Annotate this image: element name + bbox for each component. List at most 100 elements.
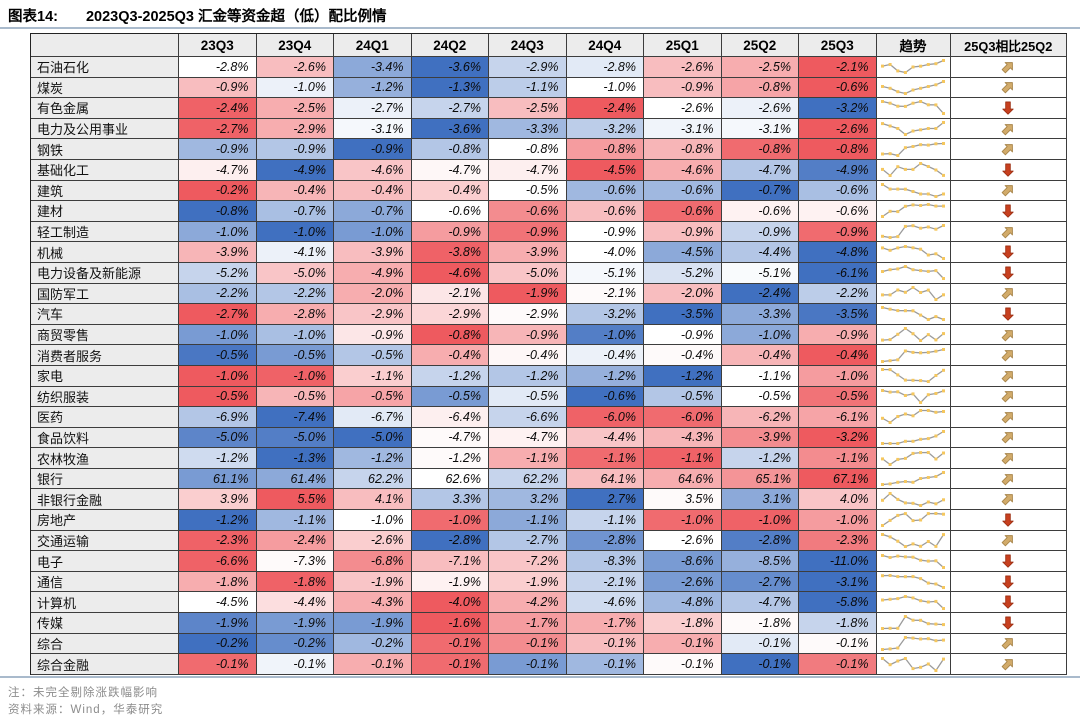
trend-sparkline-icon bbox=[881, 574, 945, 590]
value-cell: -0.1% bbox=[799, 654, 877, 675]
value-cell: -2.8% bbox=[566, 57, 644, 78]
value-cell: -1.0% bbox=[256, 324, 334, 346]
value-cell: -4.6% bbox=[566, 592, 644, 614]
value-cell: -8.6% bbox=[644, 551, 722, 572]
row-label: 有色金属 bbox=[31, 98, 179, 119]
value-cell: 61.1% bbox=[179, 468, 257, 490]
value-cell: -2.2% bbox=[799, 283, 877, 305]
trend-sparkline-icon bbox=[881, 532, 945, 548]
value-cell: -4.7% bbox=[721, 592, 799, 614]
value-cell: -2.7% bbox=[489, 530, 567, 552]
trend-cell bbox=[876, 118, 951, 140]
value-cell: -1.2% bbox=[489, 365, 567, 387]
arrow-up-right-icon bbox=[1001, 61, 1014, 74]
value-cell: -0.4% bbox=[411, 345, 489, 366]
arrow-down-icon bbox=[1002, 101, 1014, 115]
arrow-down-icon bbox=[1002, 245, 1014, 259]
value-cell: -1.9% bbox=[256, 613, 334, 634]
value-cell: -0.6% bbox=[566, 386, 644, 408]
value-cell: -0.5% bbox=[489, 180, 567, 202]
value-cell: -3.9% bbox=[334, 242, 412, 263]
trend-cell bbox=[876, 489, 951, 511]
trend-sparkline-icon bbox=[881, 388, 945, 404]
value-cell: -1.2% bbox=[721, 448, 799, 469]
value-cell: -4.7% bbox=[721, 159, 799, 181]
value-cell: -2.4% bbox=[721, 283, 799, 305]
trend-cell bbox=[876, 510, 951, 531]
value-cell: -0.1% bbox=[644, 654, 722, 675]
value-cell: -3.1% bbox=[799, 571, 877, 593]
value-cell: -1.2% bbox=[644, 365, 722, 387]
column-header: 23Q3 bbox=[179, 34, 257, 57]
value-cell: -1.9% bbox=[489, 283, 567, 305]
value-cell: 67.1% bbox=[799, 468, 877, 490]
value-cell: -1.0% bbox=[334, 221, 412, 243]
value-cell: -4.5% bbox=[566, 159, 644, 181]
value-cell: -0.1% bbox=[411, 633, 489, 655]
value-cell: -5.0% bbox=[334, 427, 412, 449]
value-cell: 65.1% bbox=[721, 468, 799, 490]
value-cell: -0.5% bbox=[799, 386, 877, 408]
row-label: 国防军工 bbox=[31, 283, 179, 305]
arrow-up-right-icon bbox=[1001, 329, 1014, 341]
value-cell: -0.5% bbox=[256, 386, 334, 408]
column-header: 24Q4 bbox=[566, 34, 644, 57]
value-cell: 2.7% bbox=[566, 489, 644, 511]
value-cell: -3.6% bbox=[411, 118, 489, 140]
trend-sparkline-icon bbox=[881, 182, 945, 198]
value-cell: -6.2% bbox=[721, 407, 799, 428]
value-cell: -4.9% bbox=[256, 159, 334, 181]
arrow-down-icon bbox=[1002, 575, 1014, 589]
trend-sparkline-icon bbox=[881, 512, 945, 528]
change-cell bbox=[950, 242, 1067, 263]
value-cell: -0.1% bbox=[644, 633, 722, 655]
value-cell: -1.2% bbox=[411, 365, 489, 387]
arrow-up-right-icon bbox=[1001, 185, 1014, 197]
value-cell: -0.4% bbox=[566, 345, 644, 366]
value-cell: -0.4% bbox=[489, 345, 567, 366]
value-cell: -6.7% bbox=[334, 407, 412, 428]
value-cell: -0.5% bbox=[179, 345, 257, 366]
row-label: 房地产 bbox=[31, 510, 179, 531]
trend-cell bbox=[876, 592, 951, 614]
trend-sparkline-icon bbox=[881, 491, 945, 507]
arrow-up-right-icon bbox=[1001, 535, 1014, 547]
value-cell: -1.2% bbox=[334, 77, 412, 99]
row-label: 家电 bbox=[31, 365, 179, 387]
row-label: 石油石化 bbox=[31, 57, 179, 78]
change-cell bbox=[950, 139, 1067, 160]
row-label: 通信 bbox=[31, 571, 179, 593]
value-cell: -6.6% bbox=[179, 551, 257, 572]
value-cell: -0.1% bbox=[334, 654, 412, 675]
value-cell: -2.6% bbox=[644, 530, 722, 552]
value-cell: -11.0% bbox=[799, 551, 877, 572]
value-cell: -2.8% bbox=[411, 530, 489, 552]
value-cell: -4.3% bbox=[644, 427, 722, 449]
trend-sparkline-icon bbox=[881, 368, 945, 384]
value-cell: -0.8% bbox=[489, 139, 567, 160]
value-cell: -0.7% bbox=[721, 180, 799, 202]
value-cell: -0.9% bbox=[489, 324, 567, 346]
trend-cell bbox=[876, 221, 951, 243]
value-cell: -0.6% bbox=[489, 201, 567, 222]
arrow-up-right-icon bbox=[1001, 473, 1014, 485]
value-cell: -4.7% bbox=[411, 427, 489, 449]
change-cell bbox=[950, 98, 1067, 119]
value-cell: -4.7% bbox=[489, 427, 567, 449]
arrow-up-right-icon bbox=[1001, 411, 1014, 424]
change-cell bbox=[950, 283, 1067, 305]
value-cell: -2.6% bbox=[799, 118, 877, 140]
value-cell: -1.1% bbox=[644, 448, 722, 469]
value-cell: -1.0% bbox=[721, 324, 799, 346]
value-cell: -2.2% bbox=[256, 283, 334, 305]
value-cell: -1.2% bbox=[179, 510, 257, 531]
change-cell bbox=[950, 365, 1067, 387]
change-cell bbox=[950, 633, 1067, 655]
column-header: 25Q2 bbox=[721, 34, 799, 57]
value-cell: -0.8% bbox=[411, 139, 489, 160]
value-cell: -3.3% bbox=[721, 304, 799, 325]
value-cell: -4.7% bbox=[179, 159, 257, 181]
change-cell bbox=[950, 592, 1067, 614]
column-header: 24Q3 bbox=[489, 34, 567, 57]
trend-cell bbox=[876, 242, 951, 263]
